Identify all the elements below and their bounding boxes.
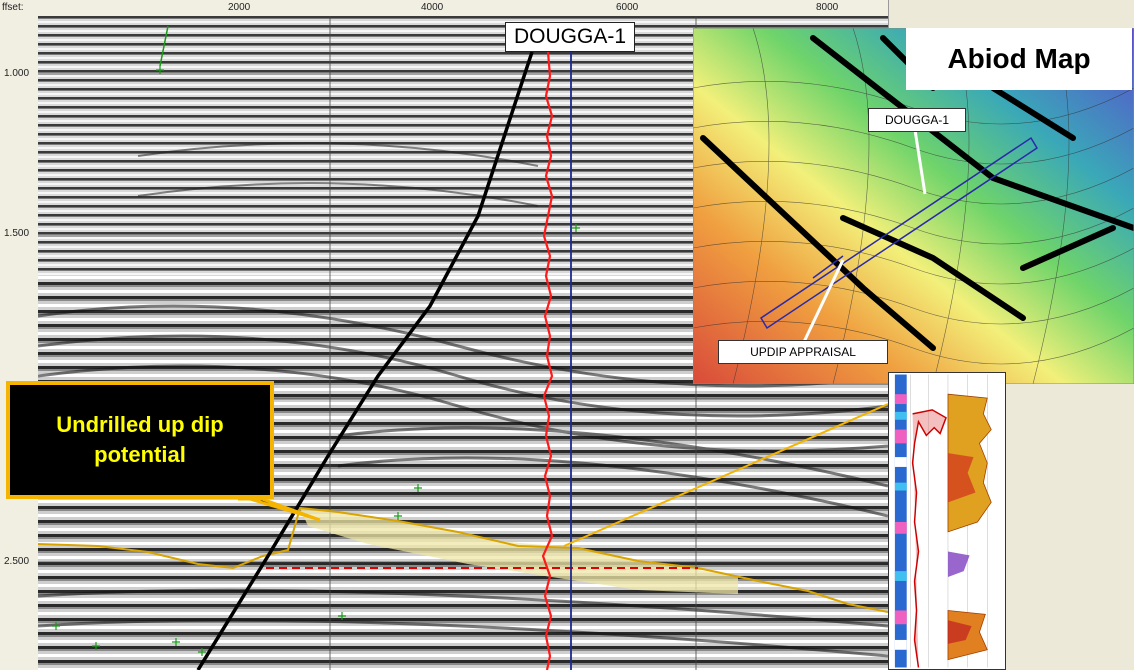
- horizon-line: [38, 506, 888, 613]
- fault-line: [196, 51, 534, 670]
- y-tick-label: 1.000: [4, 68, 30, 79]
- dipping-reflectors: [38, 142, 888, 658]
- log-fill-lower-red: [947, 620, 972, 644]
- map-title: Abiod Map: [906, 28, 1132, 90]
- map-well-label: DOUGGA-1: [868, 108, 966, 132]
- updip-leader-line: [801, 259, 845, 345]
- red-log-curve: [911, 409, 947, 668]
- undrilled-highlight: [300, 508, 738, 594]
- top-axis-bar: ffset: 2000 4000 6000 8000: [0, 0, 888, 17]
- lithology-bands: [894, 394, 907, 650]
- dougga-leader-line: [913, 129, 927, 195]
- undrilled-potential-callout: Undrilled up dip potential: [6, 381, 274, 499]
- fault-stick: [159, 25, 169, 67]
- offset-axis-label: ffset:: [2, 2, 24, 13]
- x-tick-label: 4000: [421, 2, 444, 13]
- well-name-label: DOUGGA-1: [505, 22, 635, 52]
- well-log-panel: [888, 372, 1006, 670]
- x-tick-label: 8000: [816, 2, 839, 13]
- x-tick-label: 6000: [616, 2, 639, 13]
- map-well-corridor: [759, 136, 1039, 330]
- y-tick-label: 1.500: [4, 228, 30, 239]
- x-tick-label: 2000: [228, 2, 251, 13]
- map-appraisal-label: UPDIP APPRAISAL: [718, 340, 888, 364]
- log-connector-line: [563, 403, 888, 547]
- well-log-trace: [541, 51, 554, 670]
- left-time-axis: 1.000 1.500 2.500: [0, 16, 39, 670]
- log-fill-purple: [947, 551, 970, 578]
- log-fill-red: [947, 453, 976, 503]
- y-tick-label: 2.500: [4, 556, 30, 567]
- callout-text: Undrilled up dip potential: [56, 412, 224, 467]
- green-pick-markers: [52, 66, 580, 656]
